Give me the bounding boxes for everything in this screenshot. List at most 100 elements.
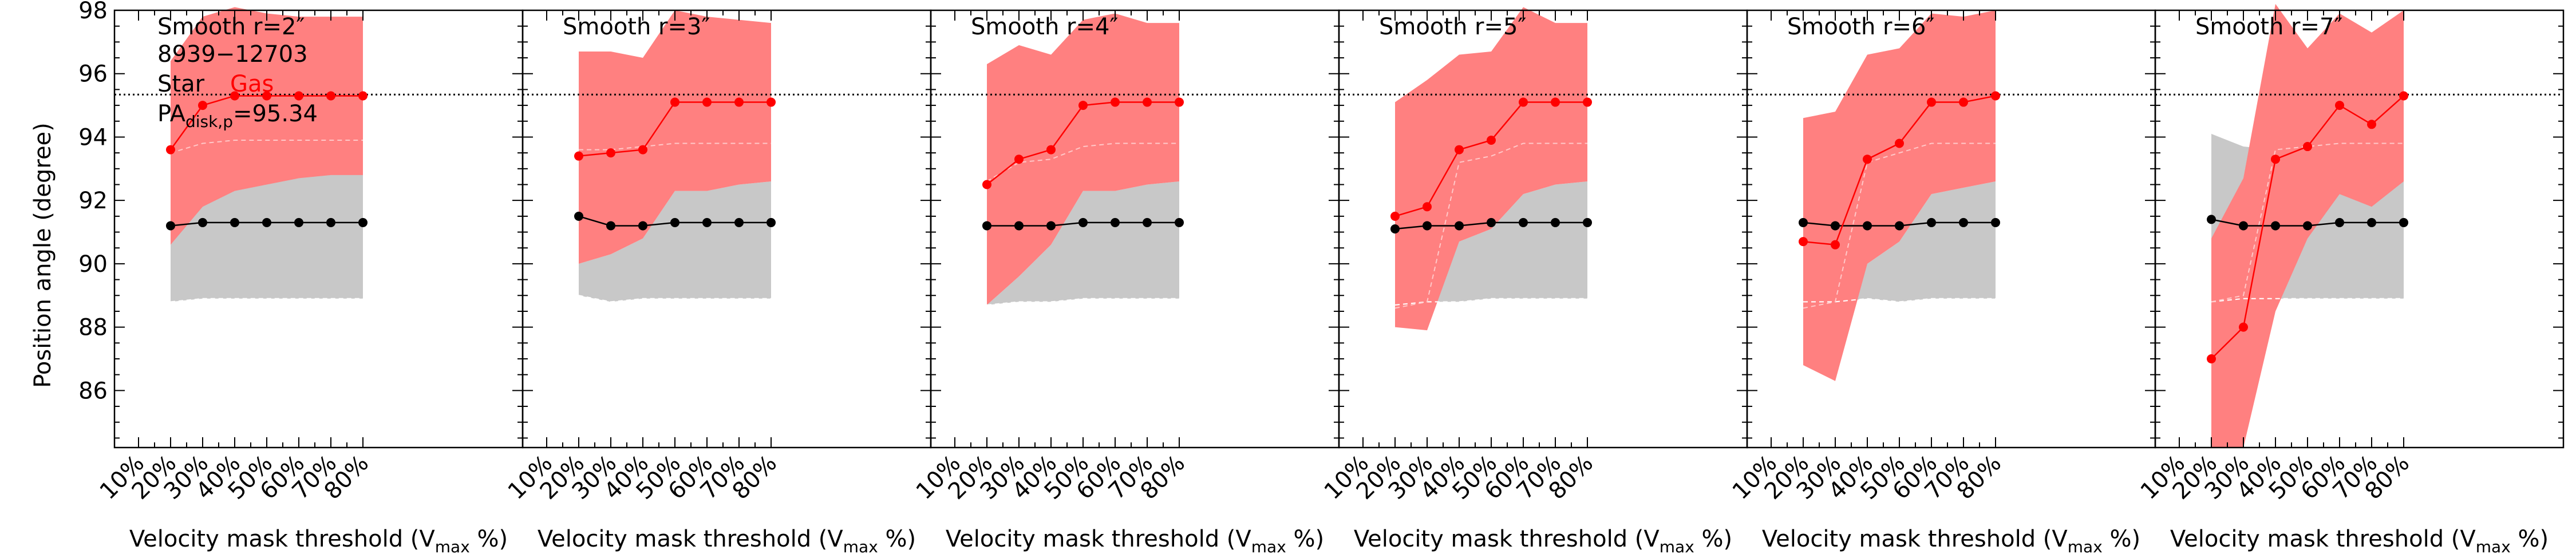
gas-point — [1390, 211, 1400, 221]
panel-4: 10%20%30%40%50%60%70%80%Smooth r=5″Veloc… — [1319, 7, 1748, 556]
x-axis-label-main: Velocity mask threshold (V — [538, 526, 844, 552]
gas-point — [1895, 138, 1904, 148]
star-point — [1111, 217, 1120, 227]
gas-point — [2207, 354, 2216, 363]
star-point — [230, 217, 239, 227]
x-axis-label-sub: max — [1660, 537, 1694, 556]
x-axis-label-tail: %) — [2103, 526, 2140, 552]
gas-point — [606, 148, 615, 158]
gas-point — [1551, 97, 1560, 107]
legend-pa: PAdisk,p=95.34 — [157, 101, 318, 131]
gas-point — [767, 97, 776, 107]
star-point — [1423, 221, 1432, 231]
gas-point — [2303, 142, 2312, 152]
gas-point — [1046, 145, 1056, 155]
gas-point — [1991, 91, 2000, 101]
y-tick-label: 96 — [78, 61, 108, 88]
y-tick-label: 92 — [78, 188, 108, 214]
gas-point — [982, 180, 991, 189]
gas-point — [734, 97, 744, 107]
star-point — [2207, 215, 2216, 224]
star-error-band — [579, 181, 771, 302]
gas-point — [702, 97, 712, 107]
star-point — [1895, 221, 1904, 231]
star-point — [670, 217, 679, 227]
x-axis-label-sub: max — [2068, 537, 2103, 556]
gas-point — [1863, 155, 1872, 164]
star-dashed-line — [2211, 298, 2404, 303]
x-axis-label: Velocity mask threshold (Vmax %) — [538, 526, 916, 556]
star-point — [1175, 217, 1184, 227]
star-point — [1143, 217, 1152, 227]
star-dashed-line — [578, 295, 771, 303]
panel-title: Smooth r=6″ — [1787, 14, 1934, 40]
x-axis-label: Velocity mask threshold (Vmax %) — [946, 526, 1324, 556]
star-point — [606, 221, 615, 231]
star-point — [767, 217, 776, 227]
gas-point — [1143, 97, 1152, 107]
x-axis-label: Velocity mask threshold (Vmax %) — [129, 526, 508, 556]
gas-point — [2399, 91, 2408, 101]
gas-point — [1111, 97, 1120, 107]
star-point — [2367, 217, 2376, 227]
star-point — [2271, 221, 2280, 231]
star-point — [1991, 217, 2000, 227]
x-axis-label-main: Velocity mask threshold (V — [946, 526, 1252, 552]
panel-6: 10%20%30%40%50%60%70%80%Smooth r=7″Veloc… — [2136, 3, 2565, 556]
gas-point — [198, 101, 207, 110]
star-point — [1455, 221, 1464, 231]
star-point — [1014, 221, 1024, 231]
star-error-band — [1803, 181, 1996, 302]
panel-title: Smooth r=3″ — [563, 14, 710, 40]
legend-id: 8939−12703 — [157, 41, 308, 68]
star-dashed-line — [986, 298, 1179, 306]
gas-point — [2239, 322, 2248, 332]
gas-error-band — [987, 13, 1179, 305]
legend-pa-value: =95.34 — [233, 101, 318, 127]
star-point — [2335, 217, 2344, 227]
gas-point — [1831, 240, 1840, 250]
x-axis-label: Velocity mask threshold (Vmax %) — [2170, 526, 2549, 556]
star-point — [734, 217, 744, 227]
star-point — [166, 221, 175, 231]
gas-dashed-line — [1803, 143, 1996, 309]
star-point — [702, 217, 712, 227]
star-point — [198, 217, 207, 227]
star-point — [1863, 221, 1872, 231]
star-point — [294, 217, 303, 227]
x-axis-label-sub: max — [2476, 537, 2511, 556]
gas-error-band — [1803, 10, 1996, 381]
legend: 8939−12703 Star Gas PAdisk,p=95.34 — [157, 41, 318, 131]
gas-point — [2271, 155, 2280, 164]
panel-title: Smooth r=4″ — [971, 14, 1118, 40]
star-point — [1927, 217, 1936, 227]
gas-point — [2335, 101, 2344, 110]
star-point — [262, 217, 271, 227]
panel-title: Smooth r=7″ — [2195, 14, 2342, 40]
star-point — [638, 221, 647, 231]
gas-point — [1014, 155, 1024, 164]
panel-title: Smooth r=5″ — [1379, 14, 1526, 40]
star-point — [1046, 221, 1056, 231]
legend-pa-sub: disk,p — [185, 112, 233, 131]
panel-2: 10%20%30%40%50%60%70%80%Smooth r=3″Veloc… — [503, 9, 932, 556]
gas-point — [166, 145, 175, 155]
star-point — [1078, 217, 1088, 227]
gas-error-band — [1395, 7, 1587, 331]
star-point — [1583, 217, 1592, 227]
gas-point — [326, 91, 335, 101]
y-axis-label: Position angle (degree) — [30, 122, 56, 388]
x-axis-label-tail: %) — [2511, 526, 2549, 552]
gas-point — [1487, 135, 1496, 145]
gas-point — [1583, 97, 1592, 107]
panel-title: Smooth r=2″ — [157, 14, 305, 40]
x-axis-label-tail: %) — [1286, 526, 1324, 552]
gas-point — [1175, 97, 1184, 107]
star-dashed-line — [170, 298, 363, 303]
star-point — [1487, 217, 1496, 227]
star-point — [574, 211, 583, 221]
x-axis-label-tail: %) — [470, 526, 508, 552]
star-error-band — [171, 172, 363, 302]
star-point — [982, 221, 991, 231]
